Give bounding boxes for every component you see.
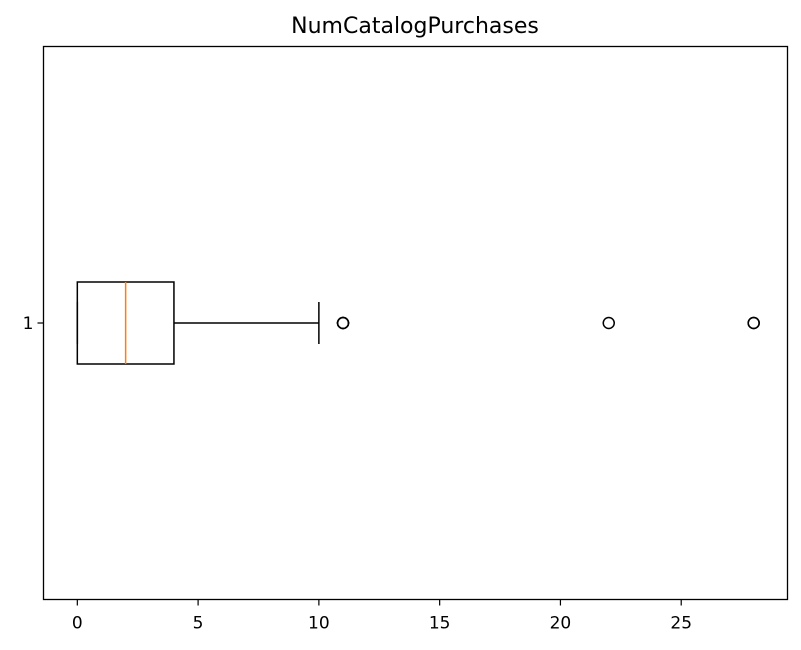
plot-area (76, 281, 760, 365)
x-tick-label-10: 10 (308, 614, 330, 634)
x-tick-label-15: 15 (429, 614, 451, 634)
y-axis: 1 (23, 314, 44, 334)
outlier-point-2 (336, 316, 350, 330)
outlier-point-5 (747, 316, 760, 330)
outlier-point-3 (602, 316, 615, 330)
x-tick-label-0: 0 (72, 614, 83, 634)
box-group-1 (76, 281, 760, 365)
x-axis: 0 5 10 15 20 25 (72, 599, 692, 634)
x-tick-label-20: 20 (550, 614, 572, 634)
x-tick-label-5: 5 (193, 614, 204, 634)
chart-title: NumCatalogPurchases (291, 14, 539, 39)
y-tick-label-1: 1 (23, 314, 34, 334)
x-tick-label-25: 25 (670, 614, 692, 634)
